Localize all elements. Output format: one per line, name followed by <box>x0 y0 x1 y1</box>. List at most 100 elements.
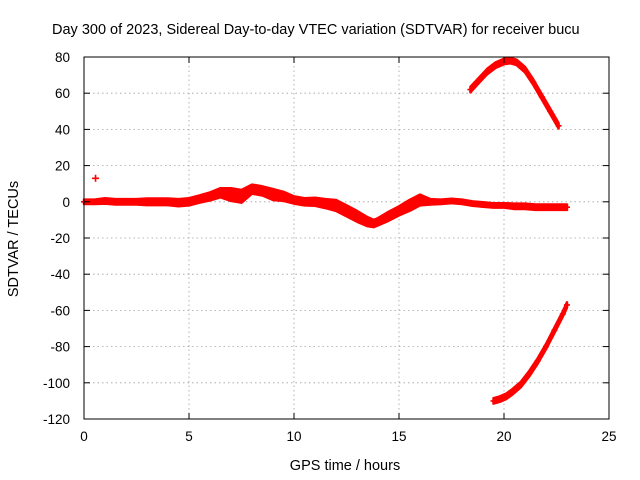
data-point <box>91 198 98 205</box>
y-tick-label: -80 <box>50 340 70 355</box>
x-tick-label: 20 <box>496 429 511 444</box>
x-tick-label: 0 <box>80 429 88 444</box>
data-point <box>511 203 518 210</box>
data-point <box>333 202 339 209</box>
data-point <box>448 197 455 204</box>
data-point <box>492 62 499 69</box>
data-point <box>154 198 161 205</box>
series-main <box>81 183 570 229</box>
data-point <box>551 327 558 334</box>
data-point <box>522 66 528 73</box>
y-tick-label: 40 <box>55 122 70 137</box>
x-tick-label: 10 <box>286 429 301 444</box>
data-point <box>534 358 541 365</box>
data-point <box>517 381 524 388</box>
data-point <box>547 108 554 115</box>
data-point <box>238 193 245 200</box>
data-point <box>503 393 510 400</box>
data-point <box>509 388 516 395</box>
data-point <box>375 218 381 225</box>
data-point <box>123 198 129 205</box>
data-point <box>312 198 318 205</box>
data-point <box>112 198 119 205</box>
data-point <box>370 220 377 227</box>
data-point <box>343 207 350 214</box>
data-point <box>406 202 413 209</box>
data-point <box>249 186 255 193</box>
data-point <box>280 193 287 200</box>
y-tick-label: 60 <box>55 86 70 101</box>
data-point <box>530 79 537 86</box>
data-point <box>92 174 100 182</box>
data-point <box>196 196 203 203</box>
series-upper-arc <box>467 56 562 130</box>
data-point <box>501 202 507 209</box>
chart-title: Day 300 of 2023, Sidereal Day-to-day VTE… <box>52 22 580 38</box>
data-point <box>559 311 566 318</box>
data-point <box>475 77 482 84</box>
y-tick-label: 80 <box>55 50 70 65</box>
data-band <box>469 56 560 130</box>
y-tick-label: 20 <box>55 159 70 174</box>
data-point <box>526 370 533 377</box>
axes: 0 5 10 15 20 25 -120 -100 -80 -60 -40 -20 0 20 40 60 80 <box>43 50 617 444</box>
data-point <box>144 198 150 205</box>
data-point <box>555 122 562 129</box>
x-tick-label: 25 <box>601 429 616 444</box>
series-outliers <box>92 174 100 182</box>
data-point <box>133 198 140 205</box>
data-point <box>496 396 503 403</box>
data-point <box>564 301 570 308</box>
data-point <box>490 397 497 404</box>
data-point <box>102 197 108 204</box>
data-point <box>538 93 545 100</box>
data-point <box>322 200 329 207</box>
x-axis-label: GPS time / hours <box>290 458 400 474</box>
data-point <box>417 196 423 203</box>
data-point <box>301 198 308 205</box>
data-point <box>165 198 171 205</box>
data-point <box>543 204 549 211</box>
data-point <box>186 198 192 205</box>
y-tick-label: -40 <box>50 267 70 282</box>
data-point <box>354 213 360 220</box>
data-point <box>217 189 224 196</box>
x-tick-label: 15 <box>391 429 406 444</box>
data-point <box>175 199 182 206</box>
data-point <box>207 193 213 200</box>
data-point <box>467 86 474 93</box>
data-point <box>553 204 560 211</box>
y-tick-label: -20 <box>50 231 70 246</box>
y-tick-label: -100 <box>43 376 70 391</box>
data-point <box>459 198 465 205</box>
data-point <box>396 207 402 214</box>
data-point <box>438 198 444 205</box>
series-lower-arc <box>490 301 570 405</box>
grid <box>84 57 609 419</box>
data-point <box>469 200 476 207</box>
y-tick-label: 0 <box>62 195 70 210</box>
data-point <box>490 202 497 209</box>
data-point <box>259 187 266 194</box>
x-tick-label: 5 <box>185 429 193 444</box>
data-point <box>480 201 486 208</box>
data-point <box>532 204 539 211</box>
plot-area <box>81 56 570 405</box>
data-band <box>492 301 569 405</box>
data-point <box>385 213 392 220</box>
data-point <box>507 57 514 64</box>
data-point <box>564 204 570 211</box>
y-axis-label: SDTVAR / TECUs <box>6 181 22 297</box>
data-point <box>513 59 520 66</box>
data-point <box>364 218 371 225</box>
y-tick-label: -120 <box>43 412 70 427</box>
data-point <box>543 343 549 350</box>
data-point <box>427 198 434 205</box>
data-point <box>291 196 297 203</box>
data-point <box>522 203 528 210</box>
data-point <box>484 68 491 75</box>
y-tick-label: -60 <box>50 303 70 318</box>
data-point <box>270 191 276 198</box>
data-point <box>228 191 234 198</box>
